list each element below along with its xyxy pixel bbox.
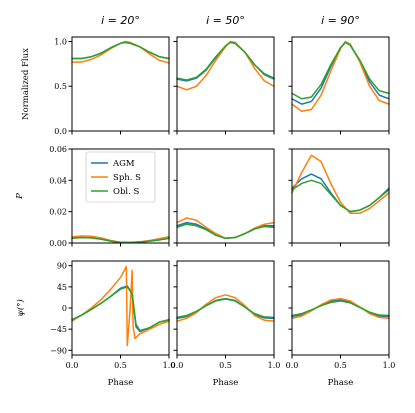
- column-titles: i = 20° i = 50° i = 90°: [101, 14, 360, 27]
- x-tick-label: 0.0: [171, 361, 184, 370]
- series-line-sph-s: [71, 235, 170, 244]
- series-line-obl-s: [176, 298, 275, 319]
- axes-frame: [176, 36, 275, 132]
- panel-r1-c1: [173, 148, 275, 247]
- y-tick-label: 90: [57, 262, 67, 271]
- axes-frame: [176, 148, 275, 244]
- y-tick-label: 1.0: [54, 37, 67, 46]
- y-axis-label: Normalized Flux: [21, 48, 31, 120]
- y-axis-label: ψ(°): [15, 299, 26, 317]
- series-line-obl-s: [71, 236, 170, 244]
- legend-entry: AGM: [112, 159, 135, 169]
- x-tick-label: 0.5: [334, 361, 347, 370]
- y-tick-label: 0.06: [49, 145, 67, 154]
- column-title: i = 90°: [321, 14, 360, 27]
- panel-r2-c1: 0.0 0.5 1.0 Phase: [171, 260, 281, 388]
- panel-r0-c1: [173, 36, 275, 135]
- x-tick-label: 0.5: [114, 361, 127, 370]
- x-tick-label: 1.0: [383, 361, 396, 370]
- series-line-sph-s: [291, 40, 390, 113]
- column-title: i = 20°: [101, 14, 140, 27]
- series-line-obl-s: [176, 223, 275, 240]
- series-line-obl-s: [291, 179, 390, 213]
- series-line-sph-s: [176, 40, 275, 91]
- panel-r1-c0: 0.00 0.02 0.04 0.06: [49, 145, 170, 248]
- y-axis-label: P: [15, 193, 25, 200]
- x-tick-label: 0.5: [219, 361, 232, 370]
- axes-frame: [291, 260, 390, 356]
- axes-frame: [71, 36, 170, 132]
- axes-frame: [176, 260, 275, 356]
- series-line-obl-s: [176, 41, 275, 81]
- y-tick-label: 0.00: [49, 239, 67, 248]
- series-line-sph-s: [71, 40, 170, 64]
- series-line-sph-s: [176, 294, 275, 322]
- panel-r1-c2: [288, 148, 390, 247]
- x-axis-label: Phase: [328, 378, 354, 388]
- x-axis-label: Phase: [213, 378, 239, 388]
- column-title: i = 50°: [206, 14, 245, 27]
- y-tick-label: 0: [62, 304, 67, 313]
- y-tick-label: 45: [57, 283, 67, 292]
- y-tick-label: 0.02: [49, 208, 67, 217]
- x-tick-label: 0.0: [66, 361, 79, 370]
- panel-r0-c2: [288, 36, 390, 135]
- series-line-obl-s: [291, 300, 390, 317]
- panel-r0-c0: 0.0 0.5 1.0: [54, 36, 170, 136]
- panel-r2-c0: 90 45 0 −45 −90 0.0 0.5 1.0 Phase: [50, 260, 176, 388]
- y-tick-label: 0.5: [54, 82, 67, 91]
- legend: AGM Sph. S Obl. S: [85, 151, 156, 203]
- series-line-sph-s: [291, 154, 390, 214]
- legend-entry: Obl. S: [113, 187, 140, 197]
- y-tick-label: 0.0: [54, 127, 67, 136]
- series-line-obl-s: [291, 41, 390, 100]
- y-tick-label: −45: [50, 325, 67, 334]
- y-tick-label: 0.04: [49, 176, 67, 185]
- x-tick-label: 1.0: [268, 361, 281, 370]
- row-labels: Normalized Flux Pψ(°): [15, 48, 31, 317]
- x-tick-label: 0.0: [286, 361, 299, 370]
- series-line-agm: [71, 41, 170, 60]
- legend-entry: Sph. S: [113, 173, 141, 183]
- panel-r2-c2: 0.0 0.5 1.0 Phase: [286, 260, 396, 388]
- y-tick-label: −90: [50, 346, 67, 355]
- x-tick-label: 1.0: [163, 361, 176, 370]
- series-line-obl-s: [71, 41, 170, 60]
- x-axis-label: Phase: [108, 378, 134, 388]
- axes-frame: [71, 260, 170, 356]
- legend-box: [85, 151, 156, 203]
- series-line-obl-s: [71, 286, 170, 332]
- series-line-sph-s: [291, 297, 390, 320]
- series-line-agm: [291, 41, 390, 105]
- series-line-sph-s: [71, 265, 170, 347]
